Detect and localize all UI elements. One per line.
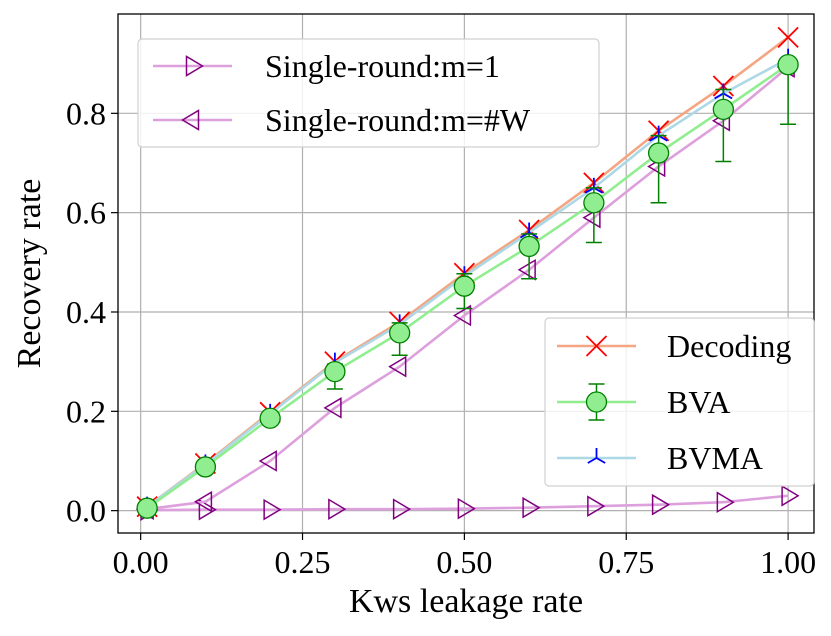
legend-entry-bva: BVA xyxy=(557,383,730,421)
tri-marker-stroke xyxy=(596,457,606,464)
x-tick-label: 0.25 xyxy=(275,544,331,580)
y-tick-label: 0.6 xyxy=(66,195,106,231)
data-point-single-round-m-w xyxy=(193,490,213,513)
y-tick-label: 0.8 xyxy=(66,95,106,131)
legend-entry-single-round-m-1: Single-round:m=1 xyxy=(153,48,500,84)
data-point-single-round-m-1 xyxy=(781,484,800,507)
legend-label: BVA xyxy=(667,384,730,420)
legend-marker xyxy=(185,55,204,77)
data-point-single-round-m-w xyxy=(388,355,407,378)
data-point-single-round-m-1 xyxy=(457,497,476,520)
data-point-bva xyxy=(388,322,411,344)
data-point-bvma xyxy=(649,125,668,142)
legend-box xyxy=(137,38,600,148)
y-tick-label: 0.4 xyxy=(66,294,106,330)
legend-label: Single-round:m=1 xyxy=(265,48,500,84)
y-axis-label: Recovery rate xyxy=(11,179,48,369)
legend-label: BVMA xyxy=(667,440,763,476)
legend-marker xyxy=(181,109,200,131)
x-marker-stroke xyxy=(585,335,608,357)
legend-marker xyxy=(587,448,606,464)
data-point-bva xyxy=(518,235,540,258)
legend-label: Single-round:m=#W xyxy=(265,102,531,138)
x-axis-label: Kws leakage rate xyxy=(349,583,583,620)
data-point-single-round-m-1 xyxy=(263,498,282,521)
series-line xyxy=(146,66,789,511)
data-point-bva xyxy=(324,360,346,383)
data-point-bva xyxy=(647,142,670,164)
data-point-bva xyxy=(583,192,605,214)
legend-entry-single-round-m-w: Single-round:m=#W xyxy=(153,102,531,138)
data-point-single-round-m-1 xyxy=(522,496,541,519)
data-point-single-round-m-1 xyxy=(587,495,606,517)
data-point-single-round-m-w xyxy=(517,258,536,281)
legend-entry-decoding: Decoding xyxy=(557,328,791,364)
data-point-single-round-m-1 xyxy=(716,491,735,514)
data-series xyxy=(135,26,800,521)
x-marker-stroke xyxy=(777,26,799,48)
series-single-round-m-1 xyxy=(140,484,800,521)
data-point-single-round-m-1 xyxy=(392,498,412,520)
legend-marker xyxy=(585,335,608,357)
x-tick-label: 0.75 xyxy=(598,544,654,580)
tri-marker-stroke xyxy=(593,187,604,194)
data-point-single-round-m-1 xyxy=(198,498,217,521)
x-tick-label: 1.00 xyxy=(760,544,816,580)
data-point-bva xyxy=(712,98,735,121)
plot-frame xyxy=(117,13,815,534)
data-point-single-round-m-w xyxy=(258,450,277,472)
data-point-bva xyxy=(777,54,799,76)
data-point-single-round-m-1 xyxy=(651,493,671,516)
data-point-bvma xyxy=(584,177,604,194)
tri-marker-stroke xyxy=(722,92,733,100)
legend-marker xyxy=(585,391,608,413)
legend-single-round: Single-round:m=1 Single-round:m=#W xyxy=(137,38,600,148)
data-point-bva xyxy=(259,407,281,429)
tri-marker-stroke xyxy=(584,187,595,194)
legend-entry-bvma: BVMA xyxy=(557,440,763,476)
data-point-bva xyxy=(194,456,217,478)
tri-marker-stroke xyxy=(587,457,597,464)
data-point-bva xyxy=(453,275,476,297)
series-line xyxy=(147,494,789,512)
y-tick-label: 0.2 xyxy=(66,393,106,429)
x-tick-label: 0.00 xyxy=(113,544,169,580)
tri-marker-stroke xyxy=(658,134,668,142)
legend-box xyxy=(544,317,815,487)
y-tick-label: 0.0 xyxy=(66,493,106,529)
data-point-single-round-m-w xyxy=(452,304,472,327)
legend-label: Decoding xyxy=(667,328,791,364)
data-point-decoding xyxy=(777,26,799,48)
tri-marker-stroke xyxy=(714,92,724,100)
data-point-single-round-m-1 xyxy=(328,498,347,520)
axes: 0.00 0.25 0.50 0.75 1.00 0.0 0.2 0.4 0.6 0.8 xyxy=(66,95,816,580)
data-point-bva xyxy=(136,497,158,519)
x-tick-label: 0.50 xyxy=(436,544,492,580)
tri-marker-stroke xyxy=(649,134,660,142)
data-point-single-round-m-w xyxy=(323,397,342,419)
legends: Single-round:m=1 Single-round:m=#W Decodin… xyxy=(137,38,815,487)
legend-methods: Decoding BVA BVMA xyxy=(544,317,815,487)
series-bva xyxy=(136,54,799,519)
